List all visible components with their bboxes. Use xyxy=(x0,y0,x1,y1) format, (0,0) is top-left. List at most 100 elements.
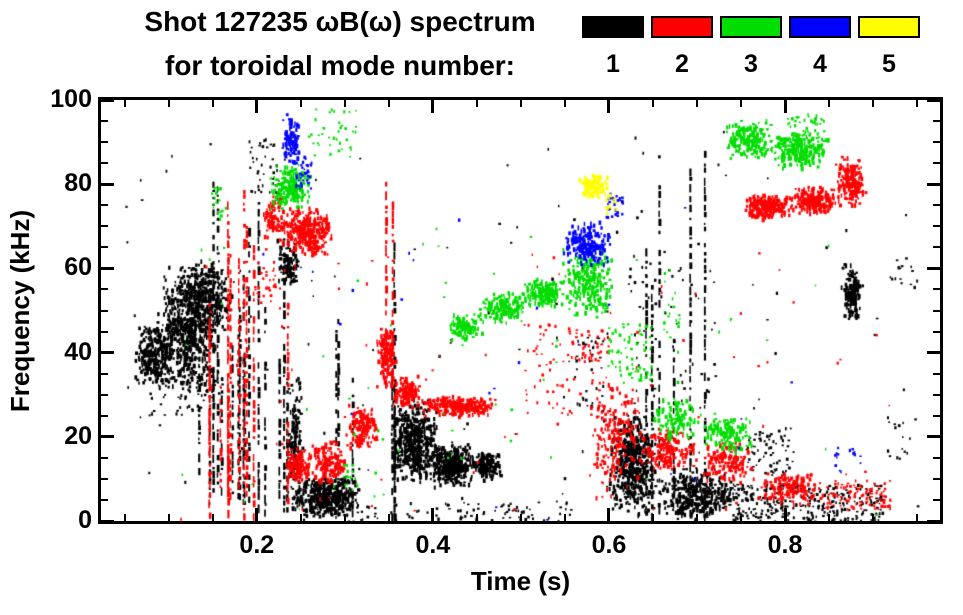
spectrogram-canvas xyxy=(101,100,940,521)
tick-mark xyxy=(167,100,170,107)
tick-mark xyxy=(933,120,940,123)
tick-mark xyxy=(299,100,302,107)
tick-mark xyxy=(101,225,108,228)
tick-mark xyxy=(387,514,390,521)
tick-mark xyxy=(101,435,114,439)
plot-frame xyxy=(98,97,943,524)
tick-mark xyxy=(933,330,940,333)
tick-mark xyxy=(519,100,522,107)
legend-box-5 xyxy=(858,16,920,38)
tick-mark xyxy=(828,514,831,521)
tick-mark xyxy=(101,182,114,186)
tick-mark xyxy=(927,182,940,186)
tick-mark xyxy=(933,246,940,249)
tick-mark xyxy=(927,519,940,521)
tick-mark xyxy=(101,519,114,521)
tick-mark xyxy=(933,225,940,228)
tick-mark xyxy=(299,514,302,521)
tick-mark xyxy=(101,204,108,207)
mode-legend xyxy=(582,16,920,38)
mode-legend-numbers: 1 2 3 4 5 xyxy=(582,50,920,79)
tick-mark xyxy=(255,100,259,113)
legend-number: 1 xyxy=(606,50,620,78)
tick-mark xyxy=(933,162,940,165)
tick-mark xyxy=(101,141,108,144)
tick-mark xyxy=(783,100,787,113)
tick-mark xyxy=(123,100,126,107)
tick-mark xyxy=(696,514,699,521)
tick-mark xyxy=(872,514,875,521)
chart-title: Shot 127235 ωB(ω) spectrum xyxy=(144,6,536,37)
tick-mark xyxy=(933,288,940,291)
tick-mark xyxy=(475,100,478,107)
tick-mark xyxy=(607,100,611,113)
tick-mark xyxy=(211,514,214,521)
tick-mark xyxy=(101,477,108,480)
tick-mark xyxy=(916,514,919,521)
tick-mark xyxy=(101,266,114,270)
y-tick-label: 0 xyxy=(78,506,92,534)
legend-number: 3 xyxy=(744,50,758,78)
tick-mark xyxy=(783,508,787,521)
tick-mark xyxy=(387,100,390,107)
tick-mark xyxy=(211,100,214,107)
tick-mark xyxy=(343,100,346,107)
tick-mark xyxy=(607,508,611,521)
tick-mark xyxy=(933,372,940,375)
tick-mark xyxy=(933,498,940,501)
tick-mark xyxy=(255,508,259,521)
tick-mark xyxy=(740,514,743,521)
tick-mark xyxy=(101,288,108,291)
tick-mark xyxy=(475,514,478,521)
tick-mark xyxy=(563,514,566,521)
tick-mark xyxy=(933,393,940,396)
tick-mark xyxy=(927,266,940,270)
tick-mark xyxy=(431,100,435,113)
x-tick-label: 0.8 xyxy=(767,531,803,559)
tick-mark xyxy=(101,162,108,165)
tick-mark xyxy=(519,514,522,521)
tick-mark xyxy=(927,435,940,439)
x-tick-label: 0.2 xyxy=(239,531,275,559)
tick-mark xyxy=(651,100,654,107)
tick-mark xyxy=(933,204,940,207)
tick-mark xyxy=(123,514,126,521)
tick-mark xyxy=(431,508,435,521)
x-axis-label: Time (s) xyxy=(470,566,571,596)
tick-mark xyxy=(740,100,743,107)
x-tick-label: 0.4 xyxy=(415,531,451,559)
tick-mark xyxy=(101,330,108,333)
legend-number: 5 xyxy=(882,50,896,78)
tick-mark xyxy=(916,100,919,107)
tick-mark xyxy=(933,309,940,312)
tick-mark xyxy=(343,514,346,521)
legend-box-1 xyxy=(582,16,644,38)
tick-mark xyxy=(651,514,654,521)
legend-number: 4 xyxy=(813,50,827,78)
tick-mark xyxy=(563,100,566,107)
tick-mark xyxy=(101,414,108,417)
tick-mark xyxy=(167,514,170,521)
tick-mark xyxy=(101,100,114,102)
tick-mark xyxy=(101,498,108,501)
tick-mark xyxy=(101,351,114,355)
tick-mark xyxy=(828,100,831,107)
y-tick-label: 100 xyxy=(50,85,92,113)
chart-subtitle: for toroidal mode number: xyxy=(165,50,515,81)
tick-mark xyxy=(101,246,108,249)
tick-mark xyxy=(927,351,940,355)
y-axis-label: Frequency (kHz) xyxy=(5,209,35,413)
legend-box-3 xyxy=(720,16,782,38)
tick-mark xyxy=(933,477,940,480)
tick-mark xyxy=(933,414,940,417)
legend-number: 2 xyxy=(675,50,689,78)
x-tick-label: 0.6 xyxy=(591,531,627,559)
tick-mark xyxy=(696,100,699,107)
tick-mark xyxy=(101,393,108,396)
tick-mark xyxy=(101,120,108,123)
tick-mark xyxy=(101,456,108,459)
tick-mark xyxy=(927,100,940,102)
tick-mark xyxy=(933,456,940,459)
tick-mark xyxy=(933,141,940,144)
